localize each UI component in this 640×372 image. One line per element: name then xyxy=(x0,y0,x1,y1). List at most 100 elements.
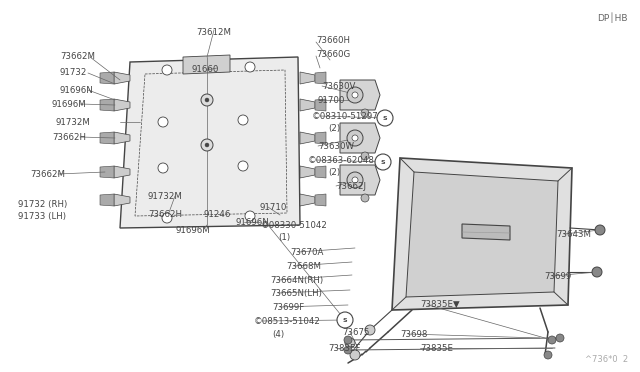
Polygon shape xyxy=(340,165,380,195)
Text: (4): (4) xyxy=(272,330,284,339)
Circle shape xyxy=(352,135,358,141)
Text: 73670A: 73670A xyxy=(290,248,323,257)
Polygon shape xyxy=(114,72,130,84)
Text: 73662M: 73662M xyxy=(30,170,65,179)
Polygon shape xyxy=(340,123,380,153)
Text: 91732: 91732 xyxy=(60,68,88,77)
Polygon shape xyxy=(315,194,326,206)
Text: S: S xyxy=(381,160,385,164)
Text: 73662J: 73662J xyxy=(336,182,366,191)
Text: 73660G: 73660G xyxy=(316,50,350,59)
Polygon shape xyxy=(300,194,315,206)
Text: 73612M: 73612M xyxy=(196,28,231,37)
Circle shape xyxy=(544,351,552,359)
Polygon shape xyxy=(114,99,130,111)
Polygon shape xyxy=(183,55,230,74)
Polygon shape xyxy=(114,194,130,206)
Circle shape xyxy=(595,225,605,235)
Polygon shape xyxy=(100,132,114,144)
Polygon shape xyxy=(100,72,114,84)
Text: 73675: 73675 xyxy=(342,328,369,337)
Text: 73668M: 73668M xyxy=(286,262,321,271)
Text: 73665N(LH): 73665N(LH) xyxy=(270,289,322,298)
Text: (1): (1) xyxy=(278,233,290,242)
Circle shape xyxy=(345,338,355,348)
Text: 91732 (RH): 91732 (RH) xyxy=(18,200,67,209)
Polygon shape xyxy=(100,194,114,206)
Text: S: S xyxy=(342,317,348,323)
Polygon shape xyxy=(300,72,315,84)
Polygon shape xyxy=(315,99,326,111)
Text: 91246: 91246 xyxy=(204,210,232,219)
Circle shape xyxy=(347,172,363,188)
Text: 73662H: 73662H xyxy=(52,133,86,142)
Polygon shape xyxy=(300,132,315,144)
Text: 73835E▼: 73835E▼ xyxy=(420,300,460,309)
Text: 73699F: 73699F xyxy=(272,303,304,312)
Circle shape xyxy=(548,336,556,344)
Text: ©08513-51042: ©08513-51042 xyxy=(254,317,321,326)
Text: 73660H: 73660H xyxy=(316,36,350,45)
Circle shape xyxy=(162,65,172,75)
Text: 91733 (LH): 91733 (LH) xyxy=(18,212,66,221)
Polygon shape xyxy=(392,158,572,310)
Circle shape xyxy=(556,334,564,342)
Circle shape xyxy=(347,87,363,103)
Circle shape xyxy=(245,211,255,221)
Text: 73662H: 73662H xyxy=(148,210,182,219)
Circle shape xyxy=(350,350,360,360)
Circle shape xyxy=(201,94,213,106)
Circle shape xyxy=(347,130,363,146)
Text: DP│HB: DP│HB xyxy=(598,12,628,23)
Circle shape xyxy=(158,117,168,127)
Circle shape xyxy=(352,92,358,98)
Circle shape xyxy=(361,152,369,160)
Text: ^736*0  2: ^736*0 2 xyxy=(585,355,628,364)
Text: 91710: 91710 xyxy=(260,203,287,212)
Polygon shape xyxy=(114,132,130,144)
Polygon shape xyxy=(300,99,315,111)
Polygon shape xyxy=(120,57,300,228)
Circle shape xyxy=(238,161,248,171)
Text: 73630V: 73630V xyxy=(322,82,355,91)
Text: S: S xyxy=(383,115,387,121)
Circle shape xyxy=(205,143,209,147)
Circle shape xyxy=(344,336,352,344)
Text: 73835E: 73835E xyxy=(420,344,453,353)
Text: 91732M: 91732M xyxy=(148,192,183,201)
Circle shape xyxy=(352,177,358,183)
Text: 91696N: 91696N xyxy=(236,218,269,227)
Polygon shape xyxy=(315,72,326,84)
Circle shape xyxy=(361,109,369,117)
Circle shape xyxy=(592,267,602,277)
Text: 91700: 91700 xyxy=(318,96,346,105)
Circle shape xyxy=(201,139,213,151)
Polygon shape xyxy=(340,80,380,110)
Polygon shape xyxy=(114,166,130,178)
Text: 73698: 73698 xyxy=(400,330,428,339)
Text: 91696M: 91696M xyxy=(52,100,87,109)
Circle shape xyxy=(162,213,172,223)
Circle shape xyxy=(337,312,353,328)
Text: 73664N(RH): 73664N(RH) xyxy=(270,276,323,285)
Text: ©08330-51042: ©08330-51042 xyxy=(261,221,328,230)
Text: 73699: 73699 xyxy=(544,272,572,281)
Text: 91660: 91660 xyxy=(192,65,220,74)
Text: ©08363-62048: ©08363-62048 xyxy=(308,156,375,165)
Polygon shape xyxy=(462,224,510,240)
Text: 73662M: 73662M xyxy=(60,52,95,61)
Polygon shape xyxy=(100,166,114,178)
Circle shape xyxy=(205,98,209,102)
Circle shape xyxy=(377,110,393,126)
Text: 73630W: 73630W xyxy=(318,142,354,151)
Text: 91696N: 91696N xyxy=(60,86,93,95)
Polygon shape xyxy=(315,132,326,144)
Polygon shape xyxy=(315,166,326,178)
Circle shape xyxy=(245,62,255,72)
Text: (2): (2) xyxy=(328,168,340,177)
Text: 91732M: 91732M xyxy=(56,118,91,127)
Circle shape xyxy=(238,115,248,125)
Text: 91696M: 91696M xyxy=(176,226,211,235)
Polygon shape xyxy=(406,172,558,297)
Text: 73643M: 73643M xyxy=(556,230,591,239)
